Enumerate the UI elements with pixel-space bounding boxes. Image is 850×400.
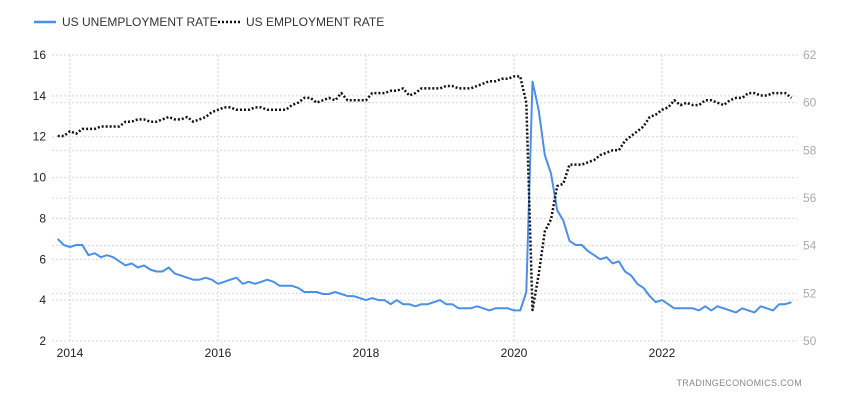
x-tick-label: 2014	[57, 346, 84, 360]
y-left-tick-label: 6	[39, 252, 46, 266]
legend-item-employment[interactable]: US EMPLOYMENT RATE	[218, 15, 384, 29]
y-right-tick-label: 52	[803, 286, 817, 300]
y-left-tick-label: 4	[39, 293, 46, 307]
y-left-tick-label: 2	[39, 334, 46, 348]
grid-lines	[52, 54, 797, 342]
x-tick-label: 2016	[205, 346, 232, 360]
y-left-tick-label: 12	[33, 130, 47, 144]
x-tick-label: 2022	[649, 346, 676, 360]
legend-label-employment: US EMPLOYMENT RATE	[246, 15, 384, 29]
y-left-tick-label: 10	[33, 171, 47, 185]
y-right-tick-label: 50	[803, 334, 817, 348]
x-tick-label: 2020	[501, 346, 528, 360]
series-line-employment	[57, 75, 793, 312]
watermark: TRADINGECONOMICS.COM	[676, 378, 802, 388]
y-right-tick-label: 58	[803, 143, 817, 157]
legend-item-unemployment[interactable]: US UNEMPLOYMENT RATE	[34, 15, 218, 29]
axis-ticks: 2 4 6 8 10 12 14 16 50 52 54 56 58 60 62 2014 2016 2018 20…	[33, 48, 817, 360]
y-left-tick-label: 8	[39, 211, 46, 225]
y-right-tick-label: 56	[803, 191, 817, 205]
x-tick-label: 2018	[353, 346, 380, 360]
y-left-tick-label: 14	[33, 89, 47, 103]
y-left-tick-label: 16	[33, 48, 47, 62]
legend: US UNEMPLOYMENT RATE US EMPLOYMENT RATE	[34, 15, 384, 29]
y-right-tick-label: 54	[803, 239, 817, 253]
y-right-tick-label: 60	[803, 96, 817, 110]
y-right-tick-label: 62	[803, 48, 817, 62]
legend-label-unemployment: US UNEMPLOYMENT RATE	[62, 15, 218, 29]
series-lines	[56, 75, 793, 314]
series-line-unemployment	[56, 80, 792, 314]
